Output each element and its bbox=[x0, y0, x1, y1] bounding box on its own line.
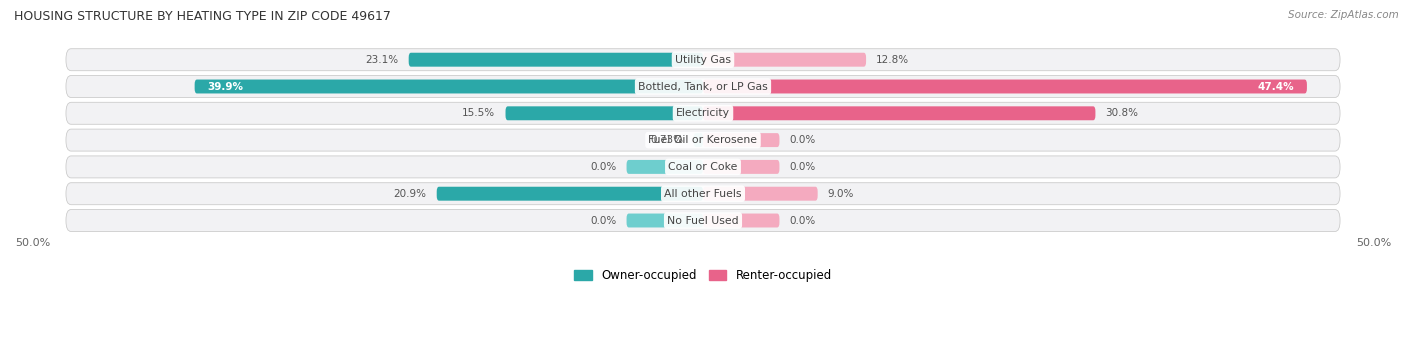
FancyBboxPatch shape bbox=[703, 79, 1308, 93]
Text: 47.4%: 47.4% bbox=[1257, 81, 1294, 91]
Text: 0.0%: 0.0% bbox=[790, 162, 815, 172]
FancyBboxPatch shape bbox=[703, 160, 779, 174]
Text: 0.73%: 0.73% bbox=[651, 135, 683, 145]
Text: HOUSING STRUCTURE BY HEATING TYPE IN ZIP CODE 49617: HOUSING STRUCTURE BY HEATING TYPE IN ZIP… bbox=[14, 10, 391, 23]
Text: 50.0%: 50.0% bbox=[1355, 238, 1391, 248]
FancyBboxPatch shape bbox=[703, 106, 1095, 120]
FancyBboxPatch shape bbox=[437, 187, 703, 201]
Text: Bottled, Tank, or LP Gas: Bottled, Tank, or LP Gas bbox=[638, 81, 768, 91]
Text: 0.0%: 0.0% bbox=[790, 135, 815, 145]
FancyBboxPatch shape bbox=[66, 75, 1340, 98]
Text: Electricity: Electricity bbox=[676, 108, 730, 118]
Text: 23.1%: 23.1% bbox=[366, 55, 398, 65]
FancyBboxPatch shape bbox=[703, 187, 818, 201]
FancyBboxPatch shape bbox=[66, 156, 1340, 178]
Text: 30.8%: 30.8% bbox=[1105, 108, 1139, 118]
Text: 0.0%: 0.0% bbox=[591, 162, 616, 172]
Text: 0.0%: 0.0% bbox=[790, 216, 815, 225]
Text: No Fuel Used: No Fuel Used bbox=[668, 216, 738, 225]
FancyBboxPatch shape bbox=[194, 79, 703, 93]
FancyBboxPatch shape bbox=[703, 133, 779, 147]
FancyBboxPatch shape bbox=[703, 213, 779, 227]
FancyBboxPatch shape bbox=[506, 106, 703, 120]
FancyBboxPatch shape bbox=[66, 102, 1340, 124]
FancyBboxPatch shape bbox=[66, 49, 1340, 71]
Text: 12.8%: 12.8% bbox=[876, 55, 910, 65]
Text: 15.5%: 15.5% bbox=[463, 108, 495, 118]
FancyBboxPatch shape bbox=[703, 53, 866, 67]
FancyBboxPatch shape bbox=[693, 133, 703, 147]
Legend: Owner-occupied, Renter-occupied: Owner-occupied, Renter-occupied bbox=[569, 264, 837, 287]
FancyBboxPatch shape bbox=[66, 209, 1340, 232]
Text: 0.0%: 0.0% bbox=[591, 216, 616, 225]
Text: Coal or Coke: Coal or Coke bbox=[668, 162, 738, 172]
Text: Utility Gas: Utility Gas bbox=[675, 55, 731, 65]
Text: 20.9%: 20.9% bbox=[394, 189, 426, 199]
Text: Source: ZipAtlas.com: Source: ZipAtlas.com bbox=[1288, 10, 1399, 20]
FancyBboxPatch shape bbox=[627, 160, 703, 174]
FancyBboxPatch shape bbox=[409, 53, 703, 67]
FancyBboxPatch shape bbox=[66, 129, 1340, 151]
Text: 9.0%: 9.0% bbox=[828, 189, 855, 199]
Text: All other Fuels: All other Fuels bbox=[664, 189, 742, 199]
FancyBboxPatch shape bbox=[66, 183, 1340, 205]
Text: Fuel Oil or Kerosene: Fuel Oil or Kerosene bbox=[648, 135, 758, 145]
Text: 50.0%: 50.0% bbox=[15, 238, 51, 248]
FancyBboxPatch shape bbox=[627, 213, 703, 227]
Text: 39.9%: 39.9% bbox=[208, 81, 243, 91]
